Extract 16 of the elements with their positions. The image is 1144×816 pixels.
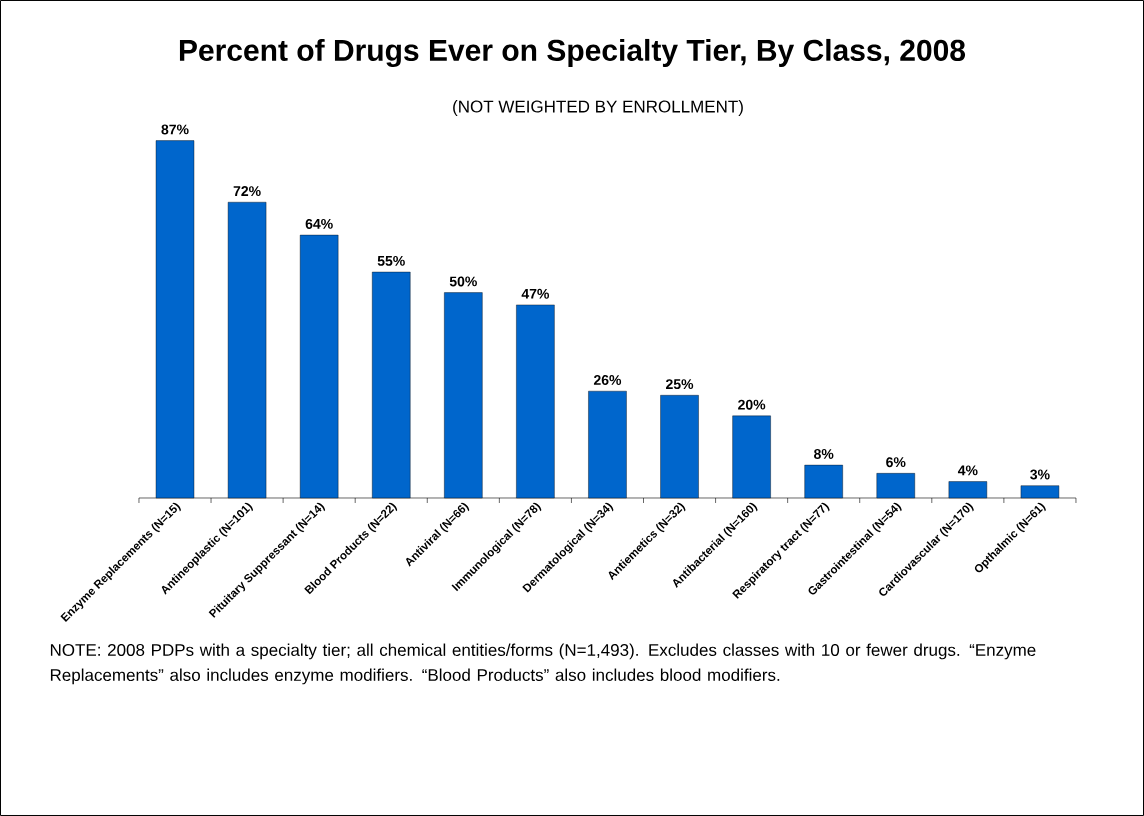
data-label: 47% bbox=[521, 288, 550, 299]
data-label: 3% bbox=[1030, 469, 1050, 480]
data-label: 55% bbox=[377, 255, 405, 266]
data-label: 72% bbox=[233, 186, 261, 197]
data-label: 87% bbox=[161, 124, 189, 135]
data-label: 20% bbox=[738, 399, 766, 410]
text: NOTE: 2008 PDPs with a specialty tier; all chemical entities/forms (N=1,493). Excludes classes with 10 or fewer drugs. “Enzyme Replacements” also includes enzyme modifiers. “Blood Products” also includes blood modifiers. bbox=[50, 643, 1036, 685]
data-label: 4% bbox=[957, 465, 978, 476]
data-label: 6% bbox=[886, 457, 906, 468]
chart-subtitle: (NOT WEIGHTED BY ENROLLMENT) bbox=[453, 100, 743, 116]
data-label: 50% bbox=[449, 276, 477, 287]
data-label: 25% bbox=[666, 379, 694, 390]
data-label: 64% bbox=[305, 218, 333, 229]
data-label: 26% bbox=[593, 375, 622, 385]
chart-title: Percent of Drugs Ever on Specialty Tier, By Class, 2008 bbox=[179, 38, 966, 68]
data-label: 8% bbox=[814, 449, 834, 459]
